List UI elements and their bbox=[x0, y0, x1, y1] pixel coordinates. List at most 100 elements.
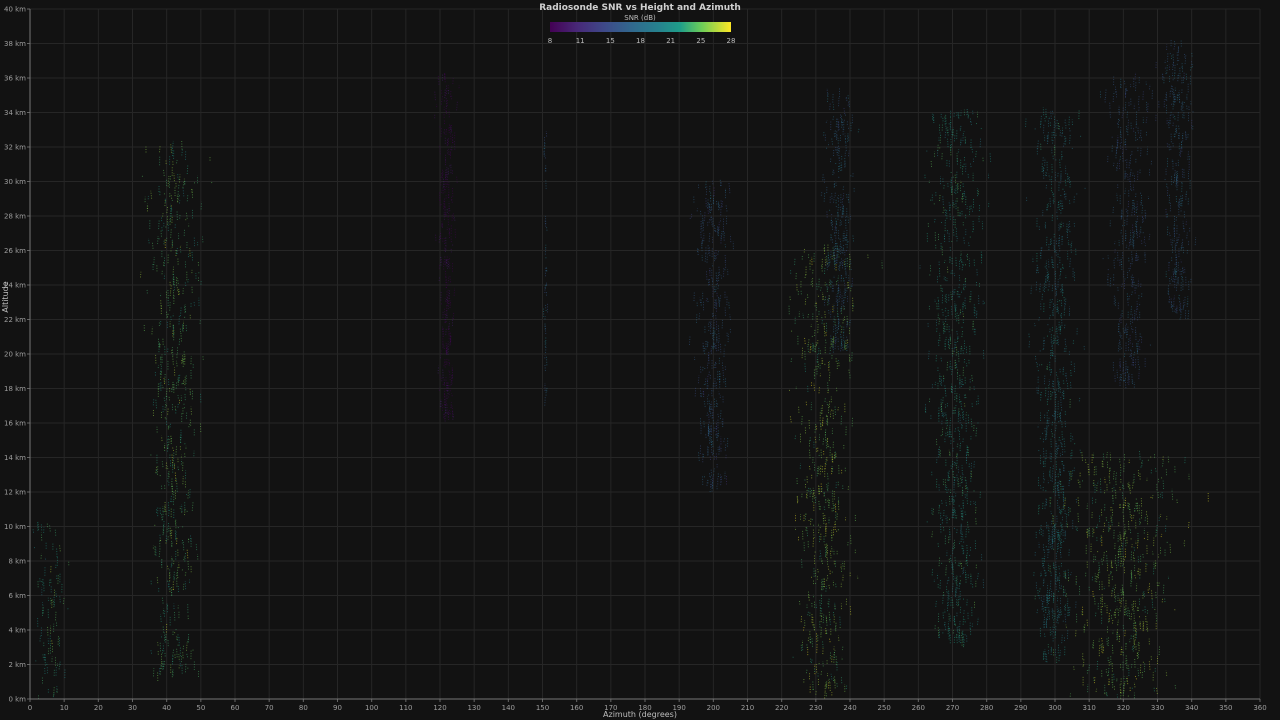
data-point bbox=[828, 361, 830, 367]
data-point bbox=[958, 562, 961, 567]
data-point bbox=[825, 615, 828, 622]
data-point bbox=[1048, 116, 1051, 119]
data-point bbox=[971, 374, 973, 382]
point-cluster bbox=[140, 139, 213, 681]
data-point bbox=[845, 248, 848, 252]
data-point bbox=[1117, 619, 1119, 626]
data-point bbox=[946, 579, 949, 584]
data-point bbox=[830, 250, 832, 258]
y-tick-label: 8 km bbox=[8, 558, 26, 566]
data-point bbox=[449, 149, 452, 155]
data-point bbox=[830, 335, 832, 342]
data-point bbox=[961, 330, 964, 338]
y-tick-label: 14 km bbox=[4, 454, 26, 462]
data-point bbox=[1040, 390, 1042, 401]
data-point bbox=[960, 422, 963, 428]
data-point bbox=[713, 468, 715, 472]
data-point bbox=[1065, 512, 1068, 518]
data-point bbox=[1125, 676, 1128, 682]
y-tick-label: 20 km bbox=[4, 351, 26, 359]
data-point bbox=[820, 264, 823, 272]
data-point bbox=[814, 671, 816, 675]
data-point bbox=[1039, 483, 1042, 489]
data-point bbox=[834, 405, 836, 416]
data-point bbox=[1138, 365, 1141, 371]
data-point bbox=[176, 360, 178, 367]
data-point bbox=[963, 189, 966, 195]
data-point bbox=[449, 335, 452, 343]
y-tick-label: 36 km bbox=[4, 75, 26, 83]
data-point bbox=[708, 413, 710, 421]
x-tick-label: 130 bbox=[467, 704, 480, 712]
data-point bbox=[1051, 344, 1054, 349]
data-point bbox=[832, 498, 834, 505]
data-point bbox=[825, 438, 828, 449]
data-point bbox=[945, 500, 947, 506]
data-point bbox=[828, 279, 831, 286]
data-point bbox=[725, 204, 728, 212]
data-point bbox=[1188, 520, 1190, 529]
data-point bbox=[155, 398, 157, 409]
data-point bbox=[55, 591, 58, 597]
data-point bbox=[1056, 615, 1058, 623]
data-point bbox=[843, 118, 846, 121]
data-point bbox=[180, 509, 183, 513]
data-point bbox=[702, 344, 704, 348]
data-point bbox=[707, 298, 709, 303]
data-point bbox=[1119, 607, 1121, 612]
colorbar-tick-label: 11 bbox=[576, 37, 585, 45]
data-point bbox=[823, 191, 826, 202]
data-point bbox=[1060, 583, 1063, 590]
data-point bbox=[940, 356, 942, 362]
data-point bbox=[944, 623, 947, 630]
data-point bbox=[856, 575, 859, 579]
data-point bbox=[957, 149, 960, 153]
data-point bbox=[165, 225, 167, 228]
data-point bbox=[842, 299, 845, 307]
data-point bbox=[849, 213, 852, 220]
data-point bbox=[1175, 128, 1178, 134]
y-tick-label: 4 km bbox=[8, 627, 26, 635]
data-point bbox=[840, 120, 843, 124]
data-point bbox=[807, 339, 810, 346]
data-point bbox=[1178, 90, 1180, 96]
data-point bbox=[1044, 606, 1046, 611]
data-point bbox=[837, 202, 840, 213]
data-point bbox=[1142, 217, 1145, 222]
data-point bbox=[1108, 527, 1110, 532]
data-point bbox=[1125, 609, 1128, 615]
data-point bbox=[955, 352, 958, 356]
data-point bbox=[1052, 199, 1055, 204]
data-point bbox=[1040, 114, 1042, 125]
data-point bbox=[963, 393, 966, 399]
data-point bbox=[182, 181, 185, 188]
data-point bbox=[1055, 337, 1057, 344]
data-point bbox=[1121, 646, 1123, 653]
data-point bbox=[709, 476, 712, 481]
data-point bbox=[177, 466, 180, 471]
data-point bbox=[1170, 85, 1173, 92]
data-point bbox=[1129, 169, 1132, 176]
data-point bbox=[847, 342, 849, 348]
data-point bbox=[840, 347, 842, 352]
data-point bbox=[1112, 586, 1114, 592]
data-point bbox=[1132, 184, 1135, 191]
data-point bbox=[838, 254, 840, 258]
data-point bbox=[817, 294, 819, 297]
data-point bbox=[1063, 539, 1065, 542]
data-point bbox=[703, 400, 706, 408]
data-point bbox=[1132, 276, 1135, 283]
x-tick-label: 20 bbox=[94, 704, 103, 712]
data-point bbox=[1107, 618, 1110, 623]
data-point bbox=[1133, 682, 1136, 688]
data-point bbox=[1056, 442, 1058, 450]
data-point bbox=[1051, 391, 1053, 396]
data-point bbox=[837, 275, 840, 282]
data-point bbox=[1087, 463, 1089, 473]
data-point bbox=[724, 254, 727, 262]
data-point bbox=[1174, 96, 1177, 103]
data-point bbox=[796, 495, 799, 503]
data-point bbox=[1181, 238, 1184, 248]
data-point bbox=[944, 114, 946, 118]
